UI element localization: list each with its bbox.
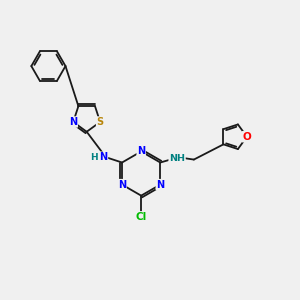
Text: N: N	[156, 180, 164, 190]
Text: NH: NH	[169, 154, 185, 163]
Text: N: N	[137, 146, 145, 157]
Text: H: H	[90, 153, 97, 162]
Text: N: N	[69, 117, 77, 127]
Text: O: O	[242, 132, 251, 142]
Text: N: N	[118, 180, 126, 190]
Text: N: N	[99, 152, 108, 162]
Text: S: S	[97, 117, 104, 127]
Text: Cl: Cl	[136, 212, 147, 222]
